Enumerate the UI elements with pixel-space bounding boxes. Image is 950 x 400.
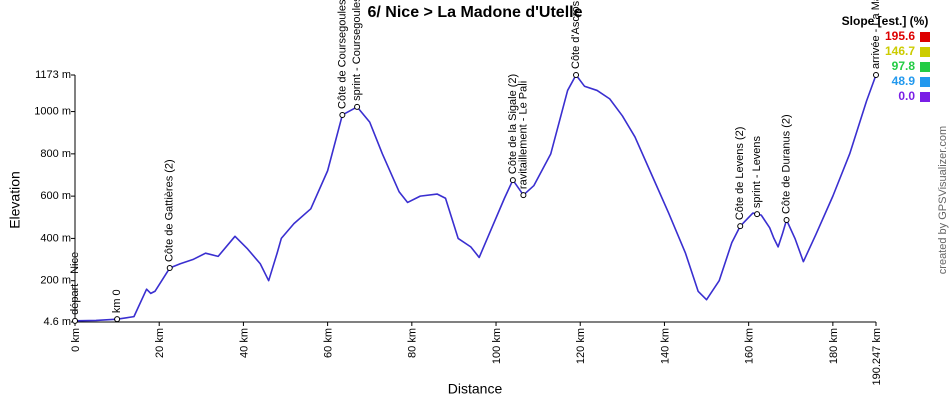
waypoint (339, 111, 346, 118)
legend-swatch (920, 77, 930, 87)
waypoint (873, 72, 879, 78)
waypoint (573, 72, 580, 78)
x-tick-label: 0 km (70, 328, 82, 352)
waypoint-label: Côte de Coursegoules (336, 0, 348, 109)
y-tick-label: 4.6 m (43, 316, 71, 328)
waypoint (783, 217, 790, 224)
x-tick-label: 140 km (659, 328, 671, 364)
waypoint-label: sprint - Levens (751, 135, 763, 208)
x-tick-label: 160 km (744, 328, 756, 364)
credit: created by GPSVisualizer.com (937, 126, 949, 274)
waypoint (166, 265, 173, 272)
chart-title: 6/ Nice > La Madone d'Utelle (368, 4, 583, 21)
waypoint (509, 177, 516, 184)
waypoint (737, 223, 744, 230)
waypoint-label: sprint - Coursegoules (351, 0, 363, 101)
legend-swatch (920, 92, 930, 102)
waypoint-label: arrivée - La Madone d'Utelle (870, 0, 882, 69)
waypoint (72, 317, 78, 324)
waypoint-label: Côte de Duranus (2) (780, 114, 792, 214)
legend-swatch (920, 32, 930, 42)
y-tick-label: 1173 m (35, 69, 71, 81)
x-tick-label: 180 km (828, 328, 840, 364)
legend-value: 146.7 (885, 44, 915, 58)
waypoint-label: ravitaillement - Le Pali (517, 81, 529, 189)
y-tick-label: 1000 m (34, 105, 71, 117)
waypoint-label: km 0 (111, 289, 123, 313)
x-tick-label: 190.247 km (871, 328, 883, 385)
y-tick-label: 400 m (40, 232, 71, 244)
waypoint (354, 103, 361, 110)
x-tick-label: 20 km (154, 328, 166, 358)
x-tick-label: 40 km (238, 328, 250, 358)
legend-swatch (920, 47, 930, 57)
waypoint (754, 211, 761, 218)
waypoint-label: Côte de la Sigale (2) (507, 74, 519, 174)
waypoint (114, 316, 121, 323)
waypoint (520, 192, 527, 199)
x-axis-title: Distance (448, 381, 503, 397)
x-tick-label: 60 km (323, 328, 335, 358)
legend-swatch (920, 62, 930, 72)
x-tick-label: 80 km (407, 328, 419, 358)
y-tick-label: 600 m (40, 190, 71, 202)
legend-value: 0.0 (898, 89, 915, 103)
x-tick-label: 120 km (575, 328, 587, 364)
y-tick-label: 200 m (40, 275, 71, 287)
legend-value: 195.6 (885, 29, 915, 43)
x-tick-label: 100 km (491, 328, 503, 364)
elevation-line (74, 74, 877, 322)
y-tick-label: 800 m (40, 148, 71, 160)
waypoint-label: départ - Nice (69, 252, 81, 315)
legend-value: 48.9 (892, 74, 916, 88)
waypoint-label: Côte de Levens (2) (734, 127, 746, 221)
legend-value: 97.8 (892, 59, 916, 73)
waypoint-label: Côte d'Ascros (570, 0, 582, 69)
y-axis-title: Elevation (7, 171, 23, 229)
legend-title: Slope [est.] (%) (842, 14, 929, 28)
waypoint-label: Côte de Gattières (2) (164, 159, 176, 262)
